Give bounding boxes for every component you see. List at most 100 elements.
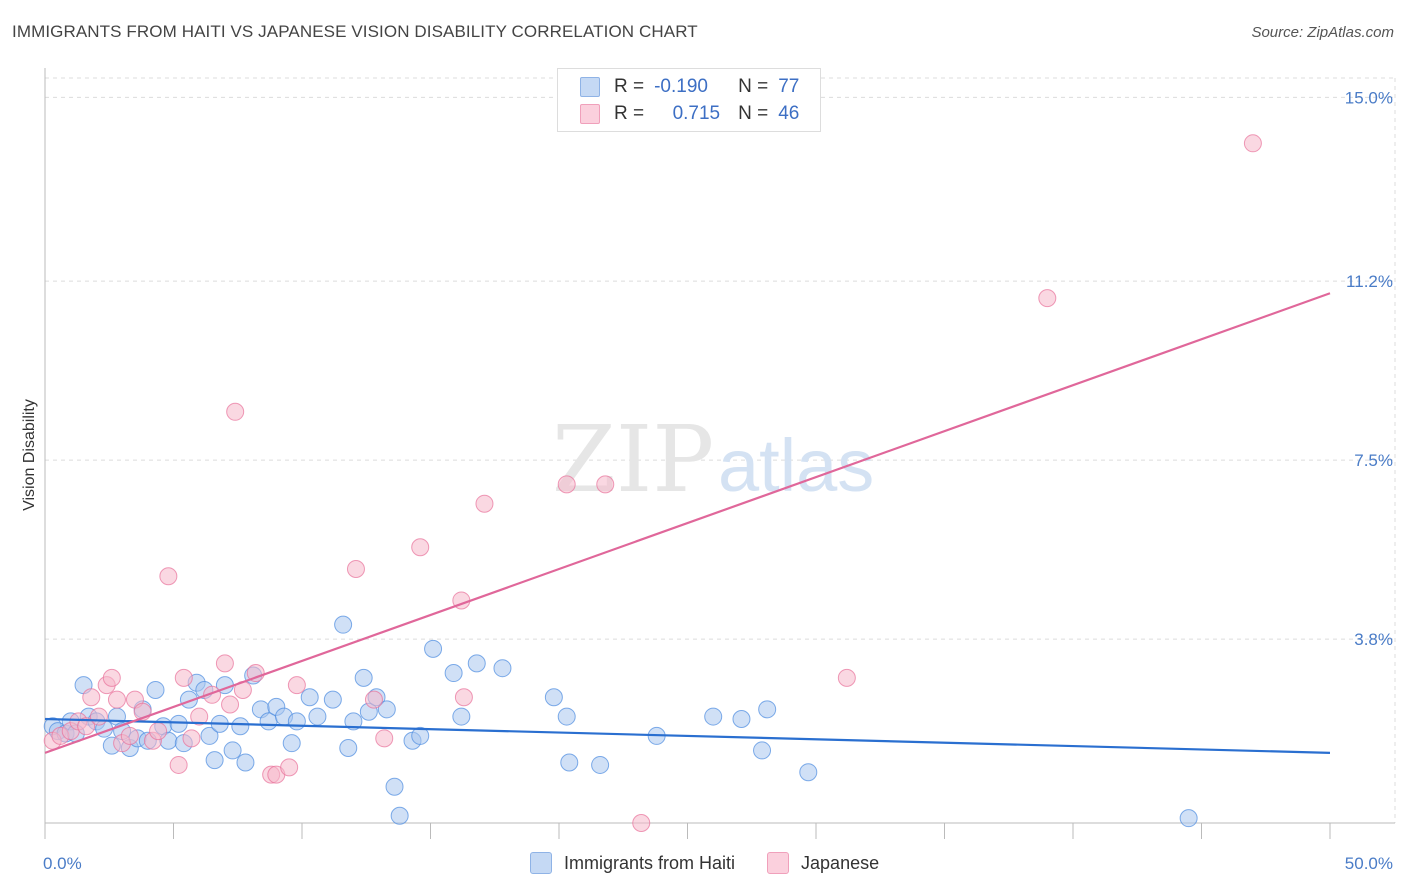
y-tick-label: 15.0% xyxy=(1345,88,1393,107)
japanese-point xyxy=(632,814,651,832)
haiti-point xyxy=(444,664,463,683)
legend-swatch-haiti xyxy=(580,77,600,97)
legend-swatch-japanese xyxy=(580,104,600,124)
tick-labels: 3.8% 7.5% 11.2% 15.0% 0.0% 50.0% xyxy=(43,88,1393,873)
japanese-point xyxy=(287,676,306,695)
haiti-point xyxy=(493,659,512,678)
japanese-point xyxy=(375,729,394,748)
y-tick-label: 3.8% xyxy=(1354,630,1393,649)
japanese-trend-line xyxy=(44,292,1331,754)
legend-r-value: 0.715 xyxy=(672,103,721,124)
haiti-point xyxy=(323,690,342,709)
haiti-point xyxy=(146,680,165,699)
haiti-point xyxy=(557,707,576,726)
correlation-legend: R = -0.190 N = 77 R = 0.715 N = 46 xyxy=(557,68,821,132)
haiti-point xyxy=(467,654,486,673)
legend-row-japanese: R = 0.715 N = 46 xyxy=(580,101,799,127)
watermark: ZIP atlas xyxy=(552,406,874,513)
haiti-point xyxy=(236,753,255,772)
y-tick-label: 7.5% xyxy=(1354,451,1393,470)
haiti-point xyxy=(300,688,319,707)
japanese-point xyxy=(1038,289,1057,308)
japanese-point xyxy=(169,755,188,774)
japanese-point xyxy=(346,560,365,579)
japanese-point xyxy=(174,668,193,687)
haiti-point xyxy=(308,707,327,726)
japanese-point xyxy=(837,668,856,687)
japanese-point xyxy=(77,717,96,736)
haiti-point xyxy=(344,712,363,731)
japanese-point xyxy=(280,758,299,777)
japanese-point xyxy=(454,688,473,707)
haiti-point xyxy=(411,726,430,745)
japanese-point xyxy=(190,707,209,726)
series-legend-haiti: Immigrants from Haiti xyxy=(530,852,735,874)
haiti-point xyxy=(704,707,723,726)
chart-source: Source: ZipAtlas.com xyxy=(1251,24,1394,41)
legend-n-label: N = xyxy=(738,76,769,97)
haiti-point xyxy=(339,739,358,758)
japanese-point xyxy=(149,722,168,741)
japanese-point xyxy=(246,664,265,683)
japanese-point xyxy=(1243,134,1262,153)
haiti-point xyxy=(591,755,610,774)
japanese-point xyxy=(221,695,240,714)
haiti-point xyxy=(169,714,188,733)
haiti-point xyxy=(385,777,404,796)
series-legend-japanese: Japanese xyxy=(767,852,879,874)
trend-lines xyxy=(44,292,1331,754)
watermark-zip: ZIP xyxy=(552,406,714,513)
legend-n-value: 46 xyxy=(778,103,800,124)
x-tick-label: 50.0% xyxy=(1345,854,1393,873)
haiti-point xyxy=(452,707,471,726)
haiti-point xyxy=(758,700,777,719)
legend-r-value: -0.190 xyxy=(654,76,708,97)
japanese-point xyxy=(215,654,234,673)
legend-n-label: N = xyxy=(738,103,769,124)
japanese-point xyxy=(120,726,139,745)
y-tick-label: 11.2% xyxy=(1346,272,1393,291)
haiti-point xyxy=(354,668,373,687)
axes xyxy=(44,68,1395,839)
haiti-point xyxy=(205,751,224,770)
japanese-point xyxy=(107,690,126,709)
japanese-point xyxy=(596,475,615,494)
haiti-point xyxy=(424,639,443,658)
legend-n-value: 77 xyxy=(778,76,800,97)
legend-row-haiti: R = -0.190 N = 77 xyxy=(580,74,799,100)
haiti-point xyxy=(223,741,242,760)
haiti-point xyxy=(560,753,579,772)
japanese-point xyxy=(475,494,494,513)
haiti-trend-line xyxy=(44,717,1331,754)
y-axis-label: Vision Disability xyxy=(21,399,38,511)
series-label-japanese: Japanese xyxy=(801,852,880,873)
legend-r-label: R = xyxy=(614,103,645,124)
japanese-point xyxy=(89,707,108,726)
chart-title: IMMIGRANTS FROM HAITI VS JAPANESE VISION… xyxy=(12,22,698,41)
haiti-point xyxy=(799,763,818,782)
haiti-point xyxy=(544,688,563,707)
haiti-point xyxy=(753,741,772,760)
series-swatch-japanese xyxy=(767,852,790,874)
haiti-point xyxy=(231,717,250,736)
japanese-point xyxy=(182,729,201,748)
japanese-point xyxy=(557,475,576,494)
x-tick-label: 0.0% xyxy=(43,854,82,873)
series-swatch-haiti xyxy=(530,852,552,874)
haiti-point xyxy=(334,615,353,634)
legend-r-label: R = xyxy=(614,76,645,97)
haiti-points xyxy=(43,615,1198,828)
haiti-point xyxy=(732,709,751,728)
japanese-point xyxy=(159,567,178,586)
japanese-point xyxy=(364,690,383,709)
japanese-point xyxy=(226,402,245,421)
japanese-point xyxy=(102,668,121,687)
haiti-point xyxy=(1179,809,1198,828)
haiti-point xyxy=(390,806,409,825)
japanese-point xyxy=(82,688,101,707)
series-legend: Immigrants from Haiti Japanese xyxy=(530,852,911,874)
haiti-point xyxy=(282,734,301,753)
japanese-point xyxy=(411,538,430,557)
haiti-point xyxy=(287,712,306,731)
